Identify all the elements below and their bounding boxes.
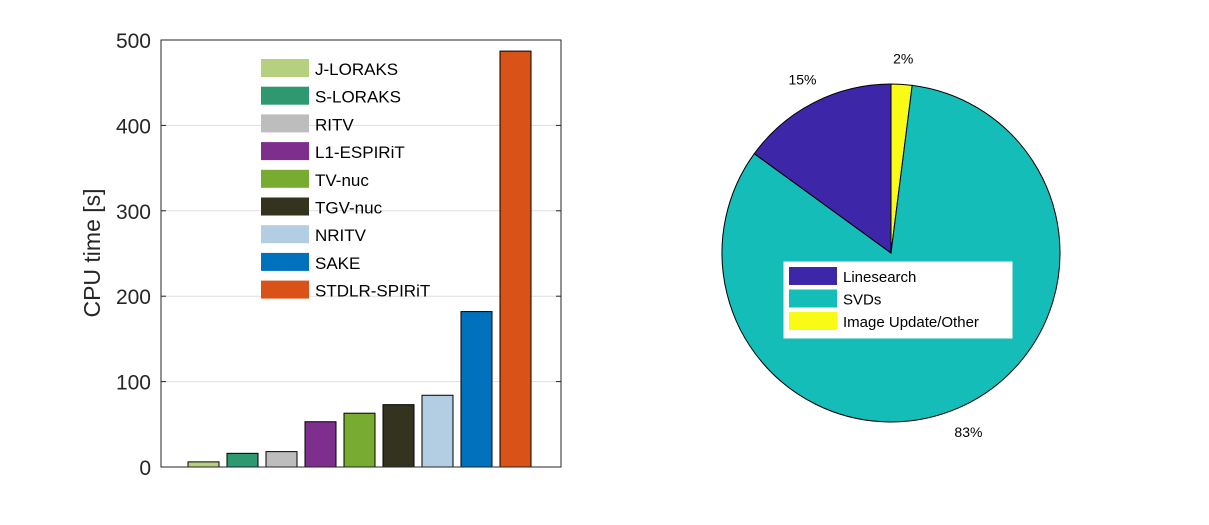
bar-stdlr-spirit [499, 50, 532, 468]
legend-label: Linesearch [843, 269, 916, 286]
y-tick-label: 200 [116, 286, 151, 309]
legend-swatch [261, 252, 309, 271]
legend-label: SVDs [843, 292, 881, 309]
legend-swatch [261, 142, 309, 161]
y-tick-label: 300 [116, 201, 151, 224]
pie-slice-linesearch [753, 83, 892, 254]
legend-label: Image Update/Other [843, 314, 979, 331]
legend-swatch [789, 267, 837, 285]
legend-swatch [261, 114, 309, 133]
legend-label: L1-ESPIRiT [315, 143, 405, 162]
legend-swatch [261, 225, 309, 244]
bar-j-loraks [187, 461, 220, 468]
bar-chart: 0 100 200 300 400 500 CPU time [s] J-LORAKS S-… [79, 30, 562, 480]
plot-frame [160, 39, 562, 468]
pie-legend: Linesearch SVDs Image Update/Other [783, 261, 1013, 339]
bar-legend: J-LORAKS S-LORAKS RITV L1-ESPIRiT TV-nuc TGV-… [261, 59, 430, 301]
legend-swatch [789, 289, 837, 308]
legend-label: TV-nuc [315, 171, 369, 190]
legend-label: TGV-nuc [315, 199, 383, 218]
y-tick-label: 500 [116, 30, 151, 53]
legend-swatch [261, 197, 309, 216]
pie-percent-label: 83% [954, 424, 982, 440]
bar-sake [460, 311, 493, 468]
legend-swatch [261, 59, 309, 77]
legend-swatch [261, 169, 309, 188]
bar-l1-espirit [304, 421, 337, 468]
y-tick-label: 100 [116, 372, 151, 395]
legend-label: NRITV [315, 226, 367, 245]
pie-labels: 2% 83% 15% [788, 50, 982, 440]
legend-label: STDLR-SPIRiT [315, 282, 430, 301]
bar-s-loraks [226, 452, 259, 468]
legend-swatch [261, 86, 309, 105]
legend-swatch [789, 312, 837, 330]
bar-tv-nuc [343, 412, 376, 468]
legend-label: RITV [315, 115, 354, 134]
bar-ritv [265, 451, 298, 468]
pie-slices [721, 83, 1061, 423]
bar-nritv [421, 394, 454, 468]
legend-label: S-LORAKS [315, 88, 401, 107]
legend-label: J-LORAKS [315, 60, 398, 79]
pie-chart: 2% 83% 15% Linesearch SVDs Image Update/Othe… [721, 50, 1061, 440]
y-tick-label: 400 [116, 115, 151, 138]
legend-label: SAKE [315, 254, 360, 273]
y-axis-ticks: 0 100 200 300 400 500 [116, 30, 561, 480]
pie-percent-label: 15% [788, 71, 816, 87]
y-axis-label: CPU time [s] [79, 188, 105, 317]
bar-tgv-nuc [382, 404, 415, 468]
pie-percent-label: 2% [893, 50, 913, 66]
y-tick-label: 0 [139, 457, 151, 480]
bars [187, 50, 532, 468]
legend-swatch [261, 280, 309, 299]
